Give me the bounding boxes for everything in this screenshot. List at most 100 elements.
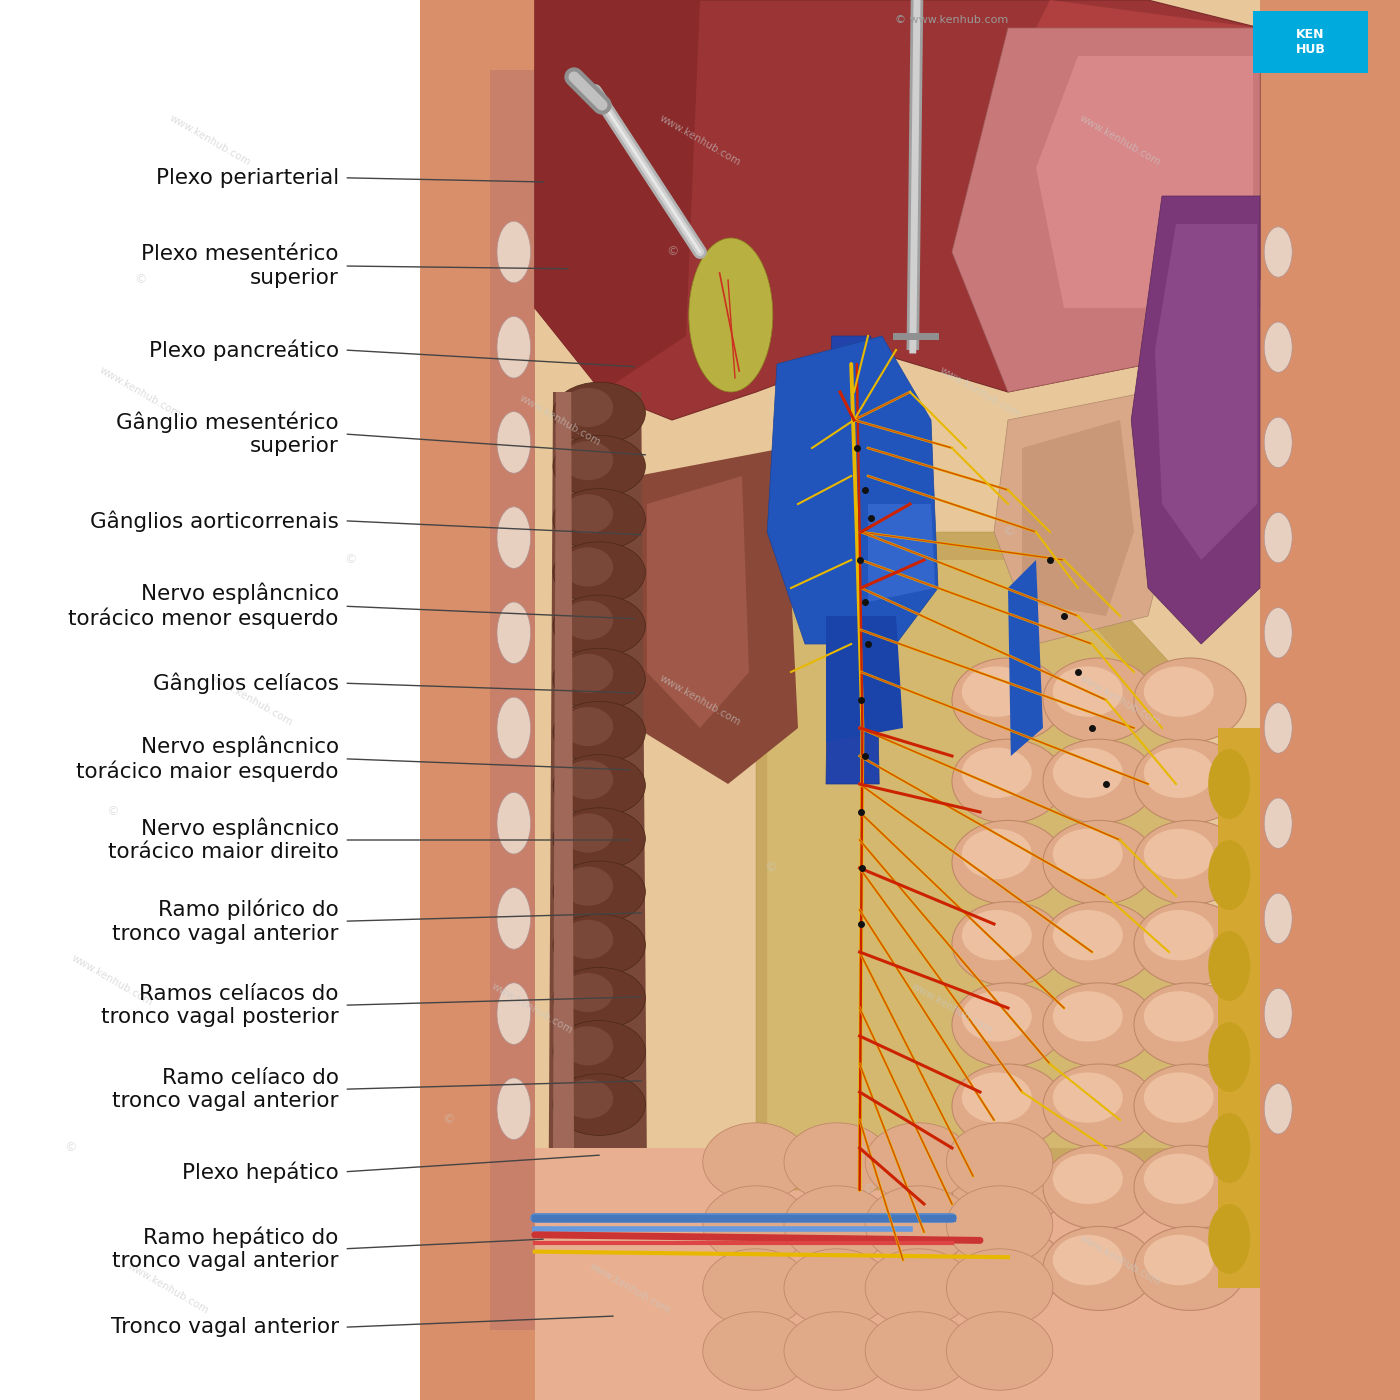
Ellipse shape: [1134, 902, 1246, 986]
Ellipse shape: [1144, 910, 1214, 960]
Ellipse shape: [703, 1186, 809, 1264]
Ellipse shape: [497, 221, 531, 283]
Text: www.kenhub.com: www.kenhub.com: [658, 672, 742, 728]
Ellipse shape: [1053, 748, 1123, 798]
Text: ©: ©: [764, 861, 776, 875]
Ellipse shape: [946, 1249, 1053, 1327]
Polygon shape: [490, 70, 539, 1330]
Text: Ramo hepático do
tronco vagal anterior: Ramo hepático do tronco vagal anterior: [112, 1226, 339, 1271]
Ellipse shape: [553, 914, 645, 976]
Polygon shape: [767, 336, 938, 644]
Ellipse shape: [952, 1226, 1064, 1310]
Polygon shape: [826, 616, 903, 742]
Polygon shape: [637, 448, 798, 784]
Ellipse shape: [946, 1186, 1053, 1264]
Polygon shape: [1036, 56, 1253, 308]
Text: Tronco vagal anterior: Tronco vagal anterior: [111, 1317, 339, 1337]
Text: Gânglios celíacos: Gânglios celíacos: [153, 672, 339, 694]
Ellipse shape: [1134, 1226, 1246, 1310]
Polygon shape: [549, 392, 647, 1148]
Ellipse shape: [497, 888, 531, 949]
Polygon shape: [826, 336, 879, 784]
Ellipse shape: [946, 1312, 1053, 1390]
Ellipse shape: [563, 707, 613, 746]
Ellipse shape: [1264, 703, 1292, 753]
Text: © www.kenhub.com: © www.kenhub.com: [896, 14, 1008, 25]
Ellipse shape: [1208, 931, 1250, 1001]
Ellipse shape: [952, 983, 1064, 1067]
Text: ©: ©: [862, 1183, 874, 1197]
Ellipse shape: [865, 1312, 972, 1390]
Text: ©: ©: [344, 553, 356, 567]
Ellipse shape: [962, 1072, 1032, 1123]
Text: ©: ©: [442, 1113, 454, 1127]
Ellipse shape: [703, 1312, 809, 1390]
Polygon shape: [1131, 196, 1260, 644]
Ellipse shape: [784, 1312, 890, 1390]
Ellipse shape: [1053, 991, 1123, 1042]
Ellipse shape: [497, 983, 531, 1044]
Ellipse shape: [962, 829, 1032, 879]
Ellipse shape: [563, 813, 613, 853]
Text: www.kenhub.com: www.kenhub.com: [70, 952, 154, 1008]
Text: KEN
HUB: KEN HUB: [1295, 28, 1326, 56]
Polygon shape: [535, 0, 1260, 420]
Ellipse shape: [1134, 1064, 1246, 1148]
Ellipse shape: [1134, 820, 1246, 904]
Ellipse shape: [553, 861, 645, 923]
Ellipse shape: [563, 654, 613, 693]
Ellipse shape: [553, 435, 645, 497]
Ellipse shape: [962, 748, 1032, 798]
Ellipse shape: [1208, 749, 1250, 819]
Ellipse shape: [1264, 608, 1292, 658]
Ellipse shape: [553, 595, 645, 657]
Ellipse shape: [703, 1249, 809, 1327]
Text: www.kenhub.com: www.kenhub.com: [210, 672, 294, 728]
Ellipse shape: [1208, 1204, 1250, 1274]
Ellipse shape: [553, 967, 645, 1029]
Polygon shape: [420, 0, 1400, 1400]
Ellipse shape: [1053, 1072, 1123, 1123]
Ellipse shape: [1144, 829, 1214, 879]
Text: Ramo pilórico do
tronco vagal anterior: Ramo pilórico do tronco vagal anterior: [112, 899, 339, 944]
Polygon shape: [1218, 728, 1260, 1288]
Ellipse shape: [1208, 840, 1250, 910]
Ellipse shape: [962, 1154, 1032, 1204]
Text: Plexo pancreático: Plexo pancreático: [148, 339, 339, 361]
Polygon shape: [647, 476, 749, 728]
Ellipse shape: [952, 1145, 1064, 1229]
Ellipse shape: [1053, 1235, 1123, 1285]
Ellipse shape: [497, 412, 531, 473]
Ellipse shape: [553, 1074, 645, 1135]
Ellipse shape: [865, 1186, 972, 1264]
Ellipse shape: [1043, 820, 1155, 904]
Polygon shape: [767, 560, 1183, 1148]
Ellipse shape: [563, 494, 613, 533]
Ellipse shape: [553, 755, 645, 816]
Text: www.kenhub.com: www.kenhub.com: [1078, 1232, 1162, 1288]
Ellipse shape: [1134, 983, 1246, 1067]
Ellipse shape: [962, 910, 1032, 960]
Ellipse shape: [497, 792, 531, 854]
Text: ©: ©: [134, 273, 146, 287]
Ellipse shape: [1043, 983, 1155, 1067]
Ellipse shape: [1264, 798, 1292, 848]
Ellipse shape: [1043, 1064, 1155, 1148]
Text: Plexo mesentérico
superior: Plexo mesentérico superior: [141, 245, 339, 287]
Polygon shape: [1260, 0, 1400, 1400]
Ellipse shape: [1043, 1226, 1155, 1310]
Ellipse shape: [1053, 1154, 1123, 1204]
Ellipse shape: [497, 1078, 531, 1140]
Text: www.kenhub.com: www.kenhub.com: [938, 364, 1022, 420]
Ellipse shape: [1053, 910, 1123, 960]
Text: www.kenhub.com: www.kenhub.com: [1078, 112, 1162, 168]
Text: www.kenhub.com: www.kenhub.com: [98, 364, 182, 420]
FancyBboxPatch shape: [1253, 11, 1368, 73]
Ellipse shape: [1264, 322, 1292, 372]
Ellipse shape: [1264, 1084, 1292, 1134]
Text: www.kenhub.com: www.kenhub.com: [490, 980, 574, 1036]
Ellipse shape: [563, 441, 613, 480]
Ellipse shape: [497, 697, 531, 759]
Ellipse shape: [563, 920, 613, 959]
Text: Plexo hepático: Plexo hepático: [182, 1161, 339, 1183]
